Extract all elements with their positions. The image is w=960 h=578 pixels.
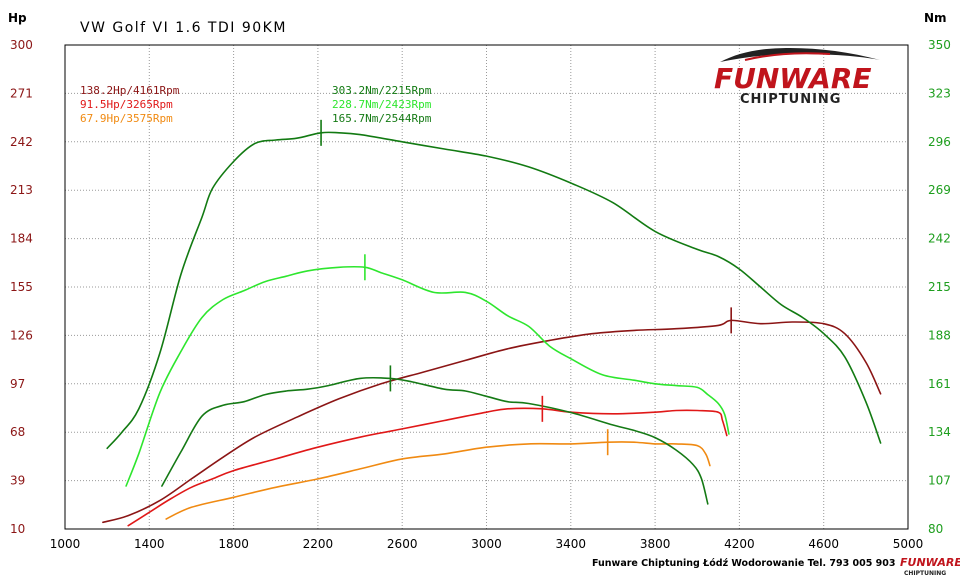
- logo-line1: FUNWARE: [714, 62, 872, 95]
- curves: [102, 131, 882, 527]
- left-tick-label: 271: [10, 86, 33, 100]
- plot-frame: [64, 44, 909, 530]
- footer-logo-line2: CHIPTUNING: [904, 570, 946, 577]
- left-tick-label: 97: [10, 377, 25, 391]
- series-line-hp2: [127, 407, 728, 527]
- series-line-hp1: [102, 319, 882, 524]
- nm-annotation-3: 165.7Nm/2544Rpm: [332, 112, 432, 125]
- left-tick-label: 10: [10, 522, 25, 536]
- right-tick-label: 188: [928, 328, 951, 342]
- x-tick-label: 4200: [724, 537, 755, 551]
- x-tick-label: 3800: [640, 537, 671, 551]
- x-tick-label: 1800: [218, 537, 249, 551]
- left-tick-label: 213: [10, 183, 33, 197]
- left-tick-label: 184: [10, 232, 33, 246]
- footer-logo: FUNWARE CHIPTUNING: [900, 556, 960, 577]
- nm-annotation-2: 228.7Nm/2423Rpm: [332, 98, 432, 111]
- right-tick-label: 161: [928, 377, 951, 391]
- right-tick-label: 215: [928, 280, 951, 294]
- right-tick-label: 323: [928, 86, 951, 100]
- left-tick-labels: 300 271 242 213 184 155 126 97 68 39 10: [10, 38, 33, 536]
- chart-title: VW Golf VI 1.6 TDI 90KM: [80, 20, 287, 36]
- hp-annotation-2: 91.5Hp/3265Rpm: [80, 98, 173, 111]
- right-tick-label: 350: [928, 38, 951, 52]
- left-tick-label: 68: [10, 425, 25, 439]
- series-line-nm1: [106, 131, 882, 450]
- x-tick-label: 3000: [471, 537, 502, 551]
- right-tick-label: 269: [928, 183, 951, 197]
- hp-annotation-1: 138.2Hp/4161Rpm: [80, 84, 180, 97]
- footer-credit: Funware Chiptuning Łódź Wodorowanie Tel.…: [592, 558, 896, 569]
- left-axis-unit: Hp: [8, 11, 27, 25]
- x-tick-label: 1400: [134, 537, 165, 551]
- x-tick-labels: 1000 1400 1800 2200 2600 3000 3400 3800 4200 4600…: [50, 537, 924, 551]
- x-tick-label: 3400: [556, 537, 587, 551]
- x-tick-label: 5000: [893, 537, 924, 551]
- series-line-nm2: [125, 265, 730, 487]
- nm-annotations: 303.2Nm/2215Rpm 228.7Nm/2423Rpm 165.7Nm/…: [332, 84, 432, 125]
- hp-annotation-3: 67.9Hp/3575Rpm: [80, 112, 173, 125]
- hp-annotations: 138.2Hp/4161Rpm 91.5Hp/3265Rpm 67.9Hp/35…: [80, 84, 180, 125]
- right-tick-labels: 350 323 296 269 242 215 188 161 134 107 80: [928, 38, 951, 536]
- left-tick-label: 39: [10, 474, 25, 488]
- left-tick-label: 300: [10, 38, 33, 52]
- nm-annotation-1: 303.2Nm/2215Rpm: [332, 84, 432, 97]
- right-tick-label: 80: [928, 522, 943, 536]
- left-tick-label: 155: [10, 280, 33, 294]
- grid-lines: [65, 45, 908, 529]
- series-line-hp3: [165, 441, 711, 520]
- left-tick-label: 242: [10, 135, 33, 149]
- right-tick-label: 134: [928, 425, 951, 439]
- series-line-nm3: [161, 376, 709, 505]
- funware-logo: FUNWARE CHIPTUNING: [714, 48, 880, 107]
- footer-logo-line1: FUNWARE: [900, 556, 960, 569]
- x-tick-label: 4600: [808, 537, 839, 551]
- right-axis-unit: Nm: [924, 11, 947, 25]
- right-tick-label: 242: [928, 232, 951, 246]
- right-tick-label: 296: [928, 135, 951, 149]
- x-tick-label: 1000: [50, 537, 81, 551]
- logo-line2: CHIPTUNING: [740, 92, 841, 107]
- x-tick-label: 2600: [387, 537, 418, 551]
- right-tick-label: 107: [928, 474, 951, 488]
- left-tick-label: 126: [10, 328, 33, 342]
- x-tick-label: 2200: [303, 537, 334, 551]
- peak-markers: [320, 119, 732, 456]
